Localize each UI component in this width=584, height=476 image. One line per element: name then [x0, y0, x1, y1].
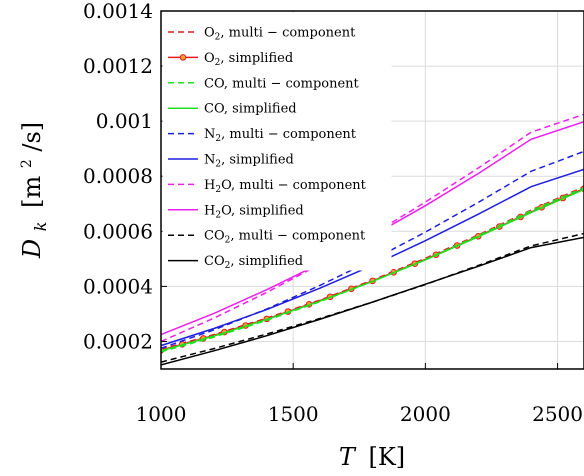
y-tick-label: 0.0012: [83, 54, 153, 78]
legend-label: CO2, multi − component: [204, 229, 366, 246]
legend-label: CO, multi − component: [204, 76, 360, 91]
legend-label: H2O, simplified: [204, 203, 304, 220]
x-tick-label: 1500: [268, 402, 319, 426]
series-line: [161, 232, 584, 363]
legend-label: CO2, simplified: [204, 254, 303, 271]
plot-frame: [160, 10, 584, 370]
legend-label: H2O, multi − component: [204, 178, 367, 195]
series-line: [161, 236, 584, 366]
x-axis-var: T: [339, 443, 357, 471]
y-tick-label: 0.0006: [83, 219, 153, 243]
y-axis-sub: k: [31, 222, 50, 232]
legend-box: [162, 12, 392, 271]
y-tick-label: 0.0014: [83, 0, 153, 23]
series-line: [161, 113, 584, 343]
x-tick-label: 2000: [400, 402, 451, 426]
y-axis-label: D k [m 2 /s]: [9, 122, 52, 259]
legend: O2, multi − component O2, simplified CO, m…: [162, 12, 392, 271]
legend-label: O2, simplified: [204, 51, 293, 68]
legend-marker: [179, 54, 187, 61]
y-tick-label: 0.0008: [83, 164, 153, 188]
legend-label: O2, multi − component: [204, 26, 356, 43]
y-axis-unit-post: /s]: [18, 122, 46, 152]
y-axis-var: D: [18, 239, 46, 259]
legend-label: N2, multi − component: [204, 127, 357, 144]
series-line: [161, 188, 584, 352]
x-axis-unit: [K]: [369, 443, 406, 471]
y-axis-unit-pre: [m: [18, 176, 46, 208]
y-tick-label: 0.0004: [83, 274, 153, 298]
y-ticks: 0.0002 0.0004 0.0006 0.0008 0.001 0.0012 0.001…: [83, 0, 167, 353]
legend-label: N2, simplified: [204, 153, 294, 170]
x-tick-label: 2500: [532, 402, 583, 426]
y-tick-label: 0.0002: [83, 329, 153, 353]
x-tick-label: 1000: [136, 402, 187, 426]
y-axis-unit-sup: 2: [19, 159, 35, 168]
legend-label: CO, simplified: [204, 102, 297, 117]
y-tick-label: 0.001: [96, 109, 153, 133]
x-ticks: 1000 1500 2000 2500: [136, 363, 583, 426]
x-axis-label: T [K]: [339, 443, 405, 471]
